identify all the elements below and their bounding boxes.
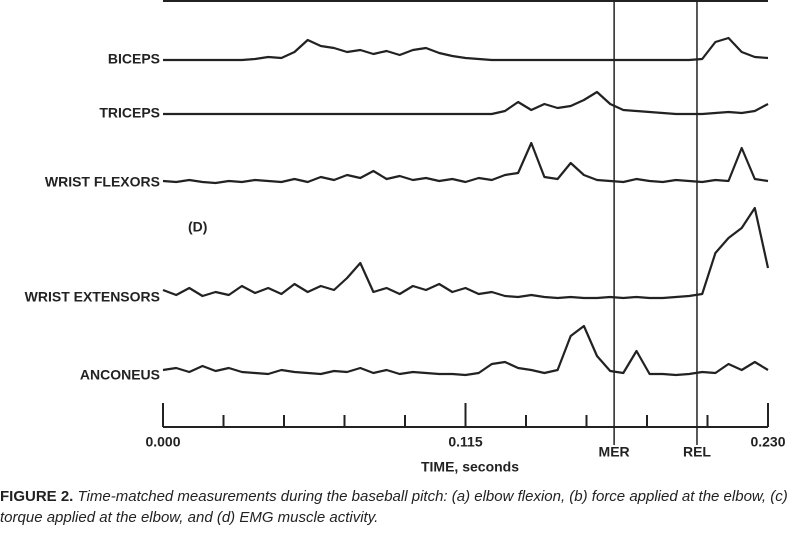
emg-trace (162, 206, 770, 300)
event-label: MER (599, 444, 630, 460)
x-tick-label: 0.230 (750, 434, 785, 450)
series-label: WRIST EXTENSORS (25, 289, 160, 305)
emg-trace (162, 324, 769, 377)
x-tick-label: 0.115 (448, 434, 482, 450)
series-label: ANCONEUS (80, 367, 160, 383)
event-label: REL (683, 444, 711, 460)
caption: FIGURE 2. Time-matched measurements duri… (0, 486, 800, 528)
x-axis-label: TIME, seconds (421, 459, 519, 475)
series-label: TRICEPS (99, 105, 160, 121)
series-label: BICEPS (108, 51, 160, 67)
emg-trace (162, 141, 769, 185)
caption-label: FIGURE 2. (0, 488, 74, 505)
x-tick-label: 0.000 (145, 434, 180, 450)
chart: (D) TIME, seconds 0.000 0.115 0.230 MER REL B… (25, 0, 786, 475)
emg-trace (163, 36, 769, 62)
series-label: WRIST FLEXORS (45, 174, 160, 190)
panel-label: (D) (188, 219, 207, 235)
caption-text: Time-matched measurements during the bas… (0, 488, 788, 526)
emg-trace (163, 90, 769, 116)
